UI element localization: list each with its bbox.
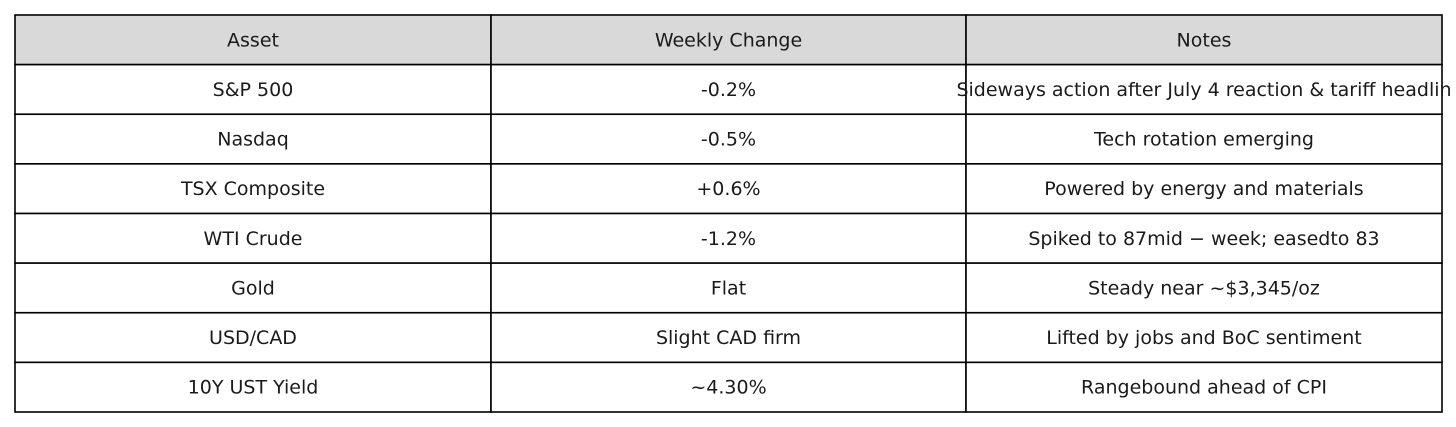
table-cell [965, 163, 1443, 215]
table-cell [965, 361, 1443, 413]
cell-text: Spiked to 87mid − week; easedto 83 [1028, 228, 1379, 250]
cell-text: -0.5% [701, 129, 756, 151]
header-cell [965, 14, 1443, 66]
header-text: Notes [1177, 29, 1232, 51]
cell-text: Rangebound ahead of CPI [1081, 377, 1327, 399]
cell-text: Powered by energy and materials [1044, 178, 1363, 200]
cell-text: 10Y UST Yield [188, 377, 319, 399]
cell-text: Gold [231, 277, 275, 299]
cell-text: -0.2% [701, 79, 756, 101]
table-cell [965, 262, 1443, 314]
table-cell [14, 163, 492, 215]
cell-text: Steady near ~$3,345/oz [1088, 277, 1320, 299]
cell-text: WTI Crude [204, 228, 303, 250]
header-text: Weekly Change [655, 29, 802, 51]
header-cell [490, 14, 967, 66]
table-cell [14, 361, 492, 413]
cell-text: Lifted by jobs and BoC sentiment [1046, 327, 1362, 349]
table-cell [490, 361, 967, 413]
cell-text: USD/CAD [209, 327, 297, 349]
table-cell [490, 262, 967, 314]
cell-text: Tech rotation emerging [1093, 129, 1314, 151]
header-text: Asset [227, 29, 279, 51]
cell-text: ~4.30% [690, 377, 766, 399]
cell-text: -1.2% [701, 228, 756, 250]
cell-text: Nasdaq [217, 129, 289, 151]
cell-text: Flat [711, 277, 746, 299]
cell-text: Sideways action after July 4 reaction & … [956, 79, 1451, 101]
header-cell [14, 14, 492, 66]
table-cell [14, 262, 492, 314]
table-cell [965, 311, 1443, 364]
table-cell [490, 113, 967, 165]
table-cell [490, 311, 967, 364]
table-cell [965, 63, 1443, 116]
table-cell [490, 212, 967, 264]
cell-text: TSX Composite [180, 178, 325, 200]
cell-text: Slight CAD firm [656, 327, 801, 349]
table-cell [14, 311, 492, 364]
cell-text: S&P 500 [213, 79, 294, 101]
cell-text: +0.6% [696, 178, 760, 200]
